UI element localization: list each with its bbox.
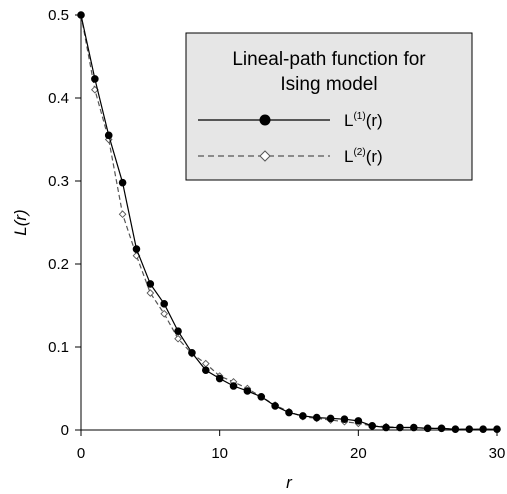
legend-title-line: Lineal-path function for bbox=[232, 49, 426, 70]
series-layer bbox=[77, 11, 501, 434]
series-1-point bbox=[174, 327, 182, 336]
series-1-point bbox=[285, 408, 293, 417]
series-1-point bbox=[104, 131, 113, 140]
series-1-point bbox=[312, 413, 321, 422]
axes: 0 10 20 30 0 0.1 0.2 0.3 0.4 0.5 r L(r) bbox=[11, 7, 505, 492]
series-1-point bbox=[118, 178, 127, 187]
series-1-point bbox=[368, 422, 377, 430]
y-axis-label: L(r) bbox=[11, 209, 30, 235]
series-1-point bbox=[299, 412, 307, 420]
series-2-point bbox=[146, 289, 155, 297]
series-1-point bbox=[257, 393, 266, 401]
series-1-point bbox=[410, 423, 418, 432]
series-1-point bbox=[451, 425, 460, 433]
y-tick-label: 0 bbox=[61, 422, 69, 439]
legend-title-line: Ising model bbox=[280, 74, 377, 95]
series-1-point bbox=[493, 425, 501, 433]
series-2-point bbox=[118, 210, 127, 219]
x-tick-label: 10 bbox=[211, 445, 228, 462]
series-1-point bbox=[437, 424, 446, 433]
legend-entry-label: L(2)(r) bbox=[344, 147, 383, 166]
series-1-point bbox=[271, 402, 279, 410]
legend-entry-label: L(1)(r) bbox=[344, 111, 383, 130]
series-1-point bbox=[396, 423, 404, 432]
series-1-point bbox=[479, 425, 487, 433]
series-1-point bbox=[146, 280, 155, 288]
x-tick-label: 0 bbox=[77, 445, 85, 462]
legend-swatch-marker bbox=[259, 150, 271, 162]
x-tick-label: 20 bbox=[350, 445, 367, 462]
series-1-point bbox=[188, 349, 196, 357]
series-1-point bbox=[215, 374, 224, 383]
series-1-point bbox=[77, 11, 85, 19]
series-1-point bbox=[160, 300, 168, 308]
series-1-point bbox=[465, 425, 474, 433]
y-tick-label: 0.3 bbox=[48, 173, 69, 190]
series-1-point bbox=[354, 417, 363, 425]
series-1-point bbox=[202, 366, 210, 375]
y-tick-label: 0.4 bbox=[48, 90, 69, 107]
x-tick-label: 30 bbox=[489, 445, 506, 462]
series-1-point bbox=[382, 423, 390, 432]
series-1 bbox=[77, 11, 501, 433]
series-1-point bbox=[132, 245, 141, 253]
x-axis-label: r bbox=[286, 473, 293, 492]
y-tick-label: 0.2 bbox=[48, 256, 69, 273]
series-2-point bbox=[201, 359, 210, 368]
series-1-point bbox=[423, 424, 432, 433]
y-tick-label: 0.1 bbox=[48, 339, 69, 356]
series-1-point bbox=[340, 415, 349, 424]
series-2-point bbox=[160, 309, 169, 318]
series-1-point bbox=[229, 382, 238, 390]
legend: Lineal-path function for Ising model L(1)(… bbox=[185, 32, 473, 181]
legend-swatch-marker bbox=[259, 114, 271, 126]
series-1-point bbox=[91, 75, 99, 83]
series-1-point bbox=[243, 387, 252, 395]
y-tick-label: 0.5 bbox=[48, 7, 69, 24]
series-2-point bbox=[174, 334, 182, 343]
series-1-point bbox=[326, 414, 335, 423]
